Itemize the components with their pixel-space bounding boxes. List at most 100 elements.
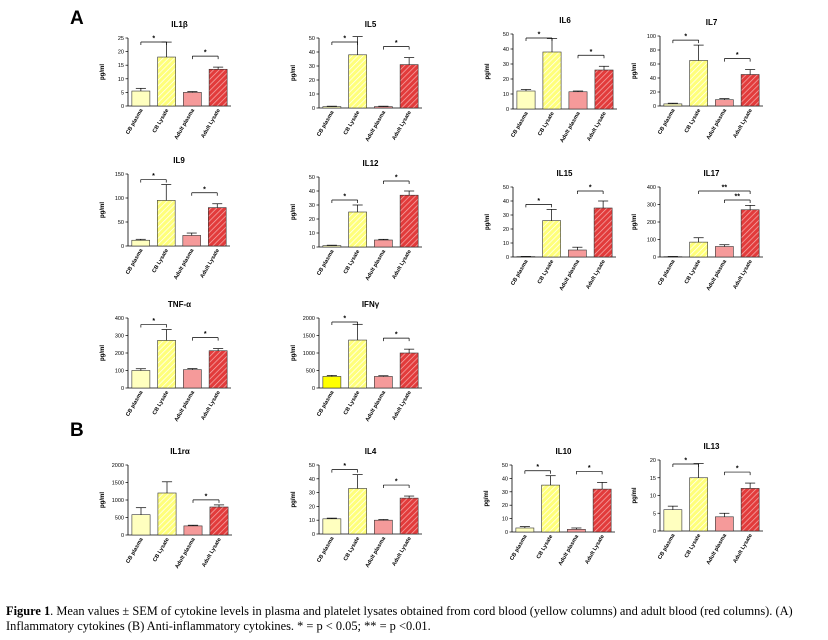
chart-3-sig-label-0: * bbox=[684, 34, 687, 41]
chart-6-category-0: CB plasma bbox=[510, 258, 530, 286]
chart-1-bar-3 bbox=[399, 64, 419, 109]
chart-9-ylabel: pg/ml bbox=[291, 345, 297, 361]
chart-10-bar-3 bbox=[209, 506, 229, 536]
chart-2-sig-label-1: * bbox=[590, 49, 593, 56]
chart-12-ytick-label-3: 30 bbox=[502, 490, 508, 496]
panel-label-b: B bbox=[70, 420, 84, 441]
chart-11-category-3: Adult Lysate bbox=[391, 536, 413, 567]
chart-10-category-3: Adult Lysate bbox=[201, 537, 223, 568]
chart-8-ytick-label-3: 300 bbox=[115, 334, 124, 340]
chart-7-ytick-label-3: 300 bbox=[647, 203, 656, 209]
chart-5-category-2: Adult plasma bbox=[365, 248, 388, 282]
chart-6-ytick-label-1: 10 bbox=[503, 241, 509, 247]
chart-7-ytick-label-2: 200 bbox=[647, 220, 656, 226]
chart-12-bar-1 bbox=[541, 484, 560, 533]
chart-5-ytick-label-5: 50 bbox=[309, 175, 315, 181]
chart-8-title: TNF-α bbox=[168, 300, 191, 309]
chart-2-sig-label-0: * bbox=[538, 32, 541, 39]
chart-0-ytick-label-0: 0 bbox=[121, 104, 124, 110]
chart-10-ytick-label-1: 500 bbox=[115, 516, 124, 522]
chart-5-bar-2 bbox=[374, 239, 393, 248]
chart-1-ytick-label-5: 50 bbox=[309, 36, 315, 42]
chart-2-category-1: CB Lysate bbox=[537, 111, 556, 137]
caption-text: . Mean values ± SEM of cytokine levels i… bbox=[6, 604, 793, 633]
chart-9-ytick-label-0: 0 bbox=[312, 386, 315, 392]
chart-13-category-2: Adult plasma bbox=[706, 532, 729, 566]
chart-3-category-3: Adult Lysate bbox=[732, 108, 754, 139]
chart-10-bar-2 bbox=[183, 525, 203, 536]
chart-12-category-2: Adult plasma bbox=[558, 533, 581, 567]
chart-3-ytick-label-4: 80 bbox=[650, 48, 656, 54]
chart-2-bar-1 bbox=[542, 51, 562, 110]
chart-12-category-3: Adult Lysate bbox=[584, 534, 606, 565]
chart-3-ytick-label-5: 100 bbox=[647, 34, 656, 40]
chart-5-ylabel: pg/ml bbox=[291, 204, 297, 220]
chart-13-category-3: Adult Lysate bbox=[732, 533, 754, 564]
chart-10-ytick-label-2: 1000 bbox=[112, 498, 124, 504]
chart-1-bar-0 bbox=[322, 106, 342, 109]
chart-8-sig-label-1: * bbox=[204, 331, 207, 338]
chart-3-bar-2 bbox=[715, 99, 734, 107]
chart-6-sig-label-0: * bbox=[537, 198, 540, 205]
chart-12-bar-0 bbox=[515, 527, 535, 533]
chart-0-ytick-label-3: 15 bbox=[118, 63, 124, 69]
chart-5-bar-0 bbox=[322, 245, 342, 248]
chart-3-bar-1 bbox=[689, 60, 708, 107]
chart-1-category-0: CB plasma bbox=[316, 109, 336, 137]
chart-12-category-1: CB Lysate bbox=[536, 534, 555, 560]
chart-10-ylabel: pg/ml bbox=[100, 492, 106, 508]
chart-2-category-2: Adult plasma bbox=[559, 110, 582, 144]
chart-12-ytick-label-0: 0 bbox=[505, 530, 508, 536]
chart-0-ytick-label-2: 10 bbox=[118, 77, 124, 83]
chart-12-bar-3 bbox=[592, 488, 612, 533]
chart-13-category-1: CB Lysate bbox=[684, 533, 703, 559]
chart-0-sig-label-1: * bbox=[204, 50, 207, 57]
chart-11-ytick-label-5: 50 bbox=[309, 463, 315, 469]
chart-12-title: IL10 bbox=[555, 447, 572, 456]
chart-9-ytick-label-4: 2000 bbox=[303, 316, 315, 322]
chart-11-category-2: Adult plasma bbox=[365, 535, 388, 569]
chart-2-bar-3 bbox=[594, 69, 614, 110]
chart-5-bar-3 bbox=[399, 194, 419, 248]
chart-13-bar-2 bbox=[715, 516, 734, 532]
chart-9-bar-3 bbox=[399, 352, 419, 389]
chart-7-sig-label-0: ** bbox=[722, 185, 728, 192]
chart-7-sig-label-1: ** bbox=[735, 194, 741, 201]
chart-0-ylabel: pg/ml bbox=[100, 64, 106, 80]
chart-2-ytick-label-0: 0 bbox=[506, 107, 509, 113]
chart-4-ylabel: pg/ml bbox=[100, 202, 106, 218]
chart-7-category-3: Adult Lysate bbox=[732, 259, 754, 290]
chart-8-ytick-label-4: 400 bbox=[115, 316, 124, 322]
chart-8-ytick-label-0: 0 bbox=[121, 386, 124, 392]
chart-11-sig-label-0: * bbox=[343, 463, 346, 470]
chart-3-ytick-label-1: 20 bbox=[650, 90, 656, 96]
chart-9-ytick-label-2: 1000 bbox=[303, 351, 315, 357]
chart-2-bar-0 bbox=[516, 90, 536, 110]
chart-1-ylabel: pg/ml bbox=[291, 65, 297, 81]
chart-6-title: IL15 bbox=[556, 169, 573, 178]
chart-6-ylabel: pg/ml bbox=[485, 214, 491, 230]
chart-7-ytick-label-0: 0 bbox=[653, 255, 656, 261]
chart-6-bar-2 bbox=[568, 249, 587, 258]
chart-6-ytick-label-0: 0 bbox=[506, 255, 509, 261]
chart-1-category-3: Adult Lysate bbox=[391, 110, 413, 141]
chart-9-category-0: CB plasma bbox=[316, 389, 336, 417]
chart-7-ylabel: pg/ml bbox=[632, 214, 638, 230]
chart-7-ytick-label-1: 100 bbox=[647, 238, 656, 244]
chart-6-category-2: Adult plasma bbox=[559, 258, 582, 292]
chart-8-bar-0 bbox=[131, 370, 151, 389]
chart-8-ytick-label-1: 100 bbox=[115, 369, 124, 375]
chart-6-bar-3 bbox=[593, 207, 613, 258]
chart-1-ytick-label-3: 30 bbox=[309, 64, 315, 70]
chart-5-ytick-label-3: 30 bbox=[309, 203, 315, 209]
chart-8-bar-2 bbox=[183, 369, 202, 389]
chart-0-bar-1 bbox=[157, 56, 176, 107]
chart-3-ylabel: pg/ml bbox=[632, 63, 638, 79]
chart-0-ytick-label-1: 5 bbox=[121, 90, 124, 96]
chart-6-bar-1 bbox=[542, 220, 561, 258]
chart-10-category-2: Adult plasma bbox=[174, 536, 197, 570]
chart-3-sig-label-1: * bbox=[736, 52, 739, 59]
chart-11-ylabel: pg/ml bbox=[291, 491, 297, 507]
chart-13-sig-label-0: * bbox=[684, 458, 687, 465]
